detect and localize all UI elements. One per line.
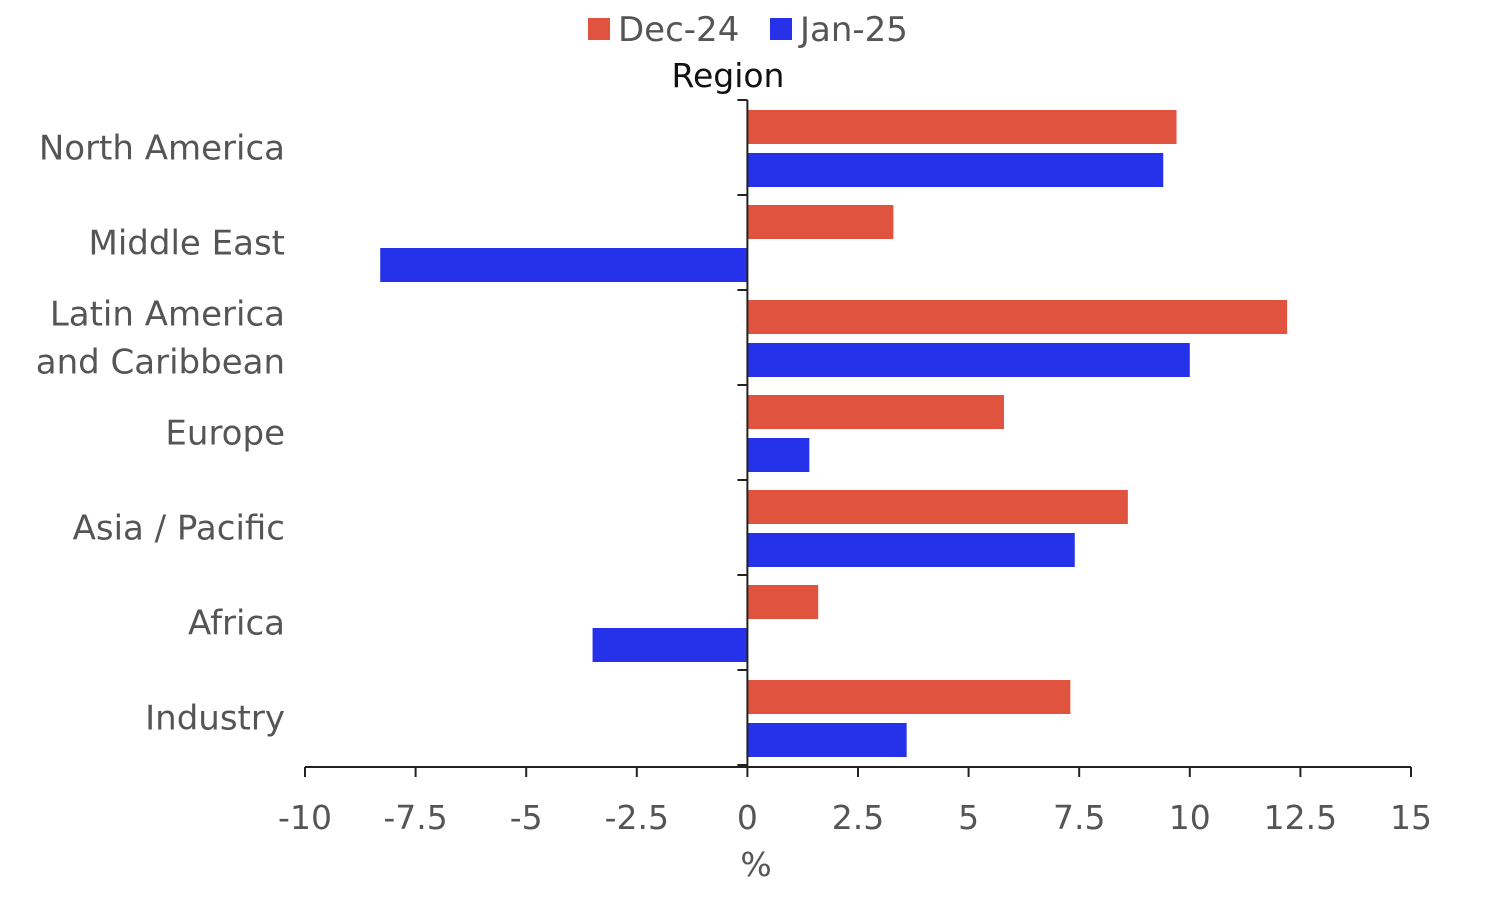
- x-tick-label: -10: [278, 798, 332, 837]
- legend-swatch-jan-25: [770, 18, 792, 40]
- axes-group: [304, 99, 1412, 777]
- bar-dec-24-0: [747, 110, 1177, 144]
- category-label: North America: [39, 129, 285, 169]
- category-labels: North America Middle East Latin America and…: [36, 129, 285, 739]
- chart-title: Region: [672, 56, 785, 95]
- bar-dec-24-1: [747, 205, 894, 239]
- bar-dec-24-2: [747, 300, 1288, 334]
- bar-dec-24-4: [747, 490, 1128, 524]
- x-tick-label: 12.5: [1264, 798, 1337, 837]
- x-tick-label: 5: [958, 798, 979, 837]
- bar-jan-25-5: [592, 628, 748, 662]
- chart-legend: Dec-24 Jan-25: [588, 10, 908, 50]
- category-label: Africa: [188, 604, 285, 644]
- legend-label-dec-24: Dec-24: [618, 10, 739, 50]
- bar-dec-24-3: [747, 395, 1004, 429]
- bar-jan-25-3: [747, 438, 810, 472]
- legend-label-jan-25: Jan-25: [798, 10, 908, 50]
- bar-jan-25-2: [747, 343, 1190, 377]
- legend-swatch-dec-24: [588, 18, 610, 40]
- x-axis-label: %: [740, 845, 771, 884]
- x-tick-label: 7.5: [1053, 798, 1105, 837]
- bar-jan-25-4: [747, 533, 1075, 567]
- bar-dec-24-6: [747, 680, 1071, 714]
- bar-jan-25-0: [747, 153, 1164, 187]
- category-label: Middle East: [89, 224, 285, 264]
- x-tick-label: -2.5: [605, 798, 669, 837]
- bars-group: [380, 110, 1288, 757]
- category-label: Europe: [165, 414, 285, 454]
- bar-dec-24-5: [747, 585, 819, 619]
- category-label: Asia / Pacific: [73, 509, 285, 549]
- x-tick-label: 2.5: [832, 798, 884, 837]
- x-tick-label: 10: [1169, 798, 1211, 837]
- x-tick-label: -7.5: [383, 798, 447, 837]
- x-tick-label: 15: [1390, 798, 1432, 837]
- x-tick-label: -5: [510, 798, 543, 837]
- x-tick-labels: -10 -7.5 -5 -2.5 0 2.5 5 7.5 10 12.5 15: [278, 798, 1432, 837]
- category-label: Latin America: [50, 295, 285, 335]
- category-label: Industry: [145, 699, 285, 739]
- category-label: and Caribbean: [36, 343, 285, 383]
- bar-jan-25-1: [380, 248, 748, 282]
- bar-jan-25-6: [747, 723, 907, 757]
- x-tick-label: 0: [737, 798, 758, 837]
